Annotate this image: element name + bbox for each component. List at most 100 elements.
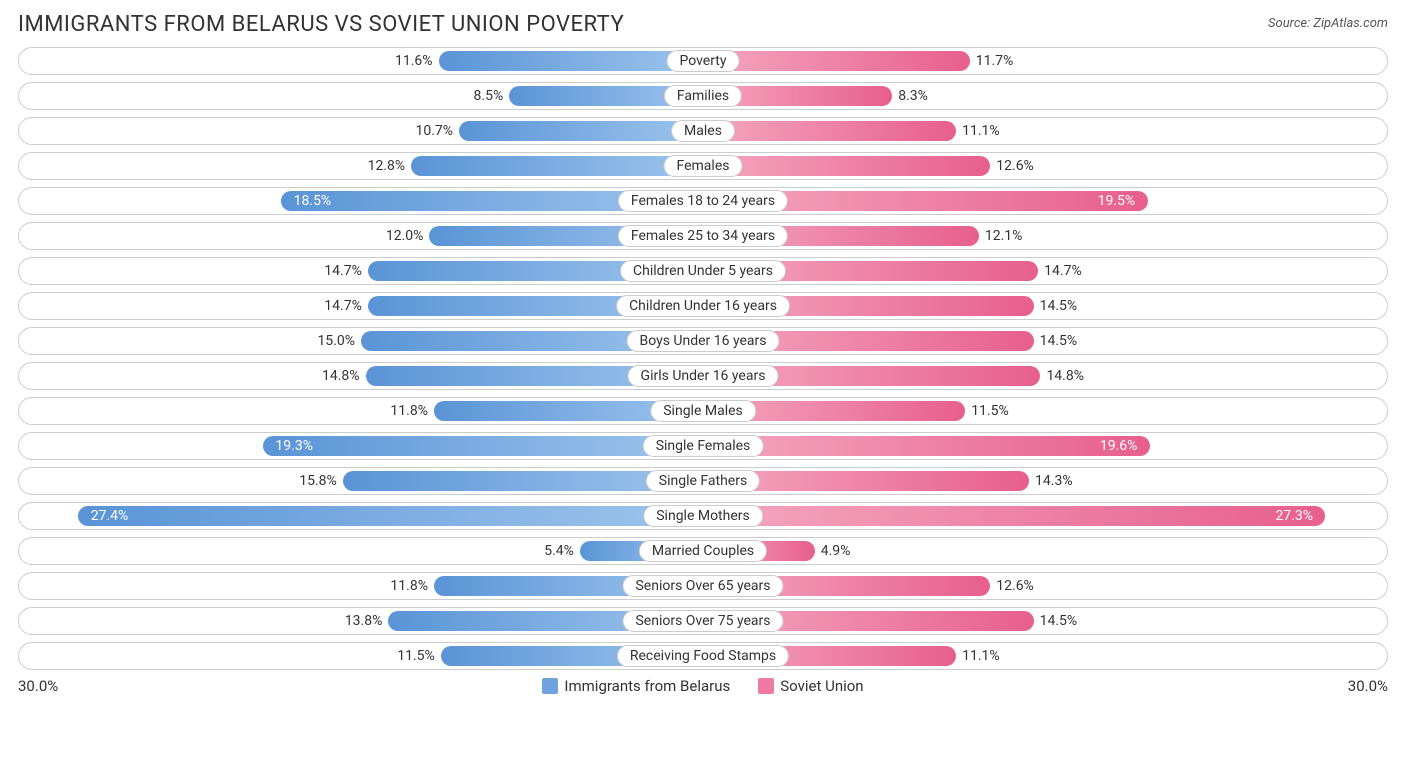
category-label: Children Under 16 years (616, 295, 790, 317)
bar-right (703, 506, 1325, 526)
value-left: 19.3% (275, 438, 313, 454)
legend-label-left: Immigrants from Belarus (564, 677, 730, 695)
bar-left (411, 156, 703, 176)
chart-row: 11.8% 12.6% Seniors Over 65 years (18, 572, 1388, 600)
row-right-side: 11.5% (703, 398, 1387, 424)
category-label: Females (664, 155, 743, 177)
chart-row: 14.8% 14.8% Girls Under 16 years (18, 362, 1388, 390)
value-left: 10.7% (415, 123, 453, 139)
row-left-side: 18.5% (19, 188, 703, 214)
row-left-side: 12.8% (19, 153, 703, 179)
row-left-side: 12.0% (19, 223, 703, 249)
chart-row: 12.8% 12.6% Females (18, 152, 1388, 180)
legend-swatch-left (542, 678, 558, 694)
category-label: Single Males (650, 400, 756, 422)
chart-row: 19.3% 19.6% Single Females (18, 432, 1388, 460)
chart-row: 13.8% 14.5%Seniors Over 75 years (18, 607, 1388, 635)
category-label: Married Couples (639, 540, 767, 562)
value-left: 15.0% (317, 333, 355, 349)
chart-row: 27.4% 27.3%Single Mothers (18, 502, 1388, 530)
axis-left-max: 30.0% (18, 677, 58, 695)
bar-right (703, 156, 990, 176)
bar-left (439, 51, 703, 71)
row-right-side: 4.9% (703, 538, 1387, 564)
row-right-side: 14.8% (703, 363, 1387, 389)
category-label: Boys Under 16 years (626, 330, 779, 352)
value-left: 11.5% (397, 648, 435, 664)
value-right: 12.6% (996, 578, 1034, 594)
category-label: Girls Under 16 years (628, 365, 779, 387)
value-right: 12.6% (996, 158, 1034, 174)
value-right: 11.1% (962, 648, 1000, 664)
legend-item-right: Soviet Union (758, 677, 863, 695)
chart-row: 11.8%11.5%Single Males (18, 397, 1388, 425)
chart-footer: 30.0% Immigrants from Belarus Soviet Uni… (18, 677, 1388, 695)
diverging-bar-chart: 11.6%11.7%Poverty8.5%8.3%Families10.7%11… (18, 47, 1388, 670)
value-left: 8.5% (474, 88, 504, 104)
value-left: 12.0% (386, 228, 424, 244)
category-label: Single Females (643, 435, 764, 457)
row-right-side: 12.1% (703, 223, 1387, 249)
chart-header: IMMIGRANTS FROM BELARUS VS SOVIET UNION … (18, 12, 1388, 37)
value-right: 12.1% (985, 228, 1023, 244)
chart-title: IMMIGRANTS FROM BELARUS VS SOVIET UNION … (18, 12, 624, 37)
value-right: 4.9% (821, 543, 851, 559)
chart-row: 11.6%11.7%Poverty (18, 47, 1388, 75)
chart-row: 15.0%14.5%Boys Under 16 years (18, 327, 1388, 355)
chart-row: 14.7%14.7%Children Under 5 years (18, 257, 1388, 285)
row-left-side: 14.8% (19, 363, 703, 389)
category-label: Seniors Over 75 years (622, 610, 783, 632)
category-label: Single Mothers (643, 505, 763, 527)
row-right-side: 14.5% (703, 608, 1387, 634)
bar-right (703, 436, 1150, 456)
row-right-side: 27.3% (703, 503, 1387, 529)
category-label: Seniors Over 65 years (622, 575, 783, 597)
row-right-side: 14.3% (703, 468, 1387, 494)
value-left: 11.8% (390, 578, 428, 594)
legend-label-right: Soviet Union (780, 677, 863, 695)
value-left: 11.6% (395, 53, 433, 69)
row-left-side: 14.7% (19, 258, 703, 284)
value-right: 14.7% (1044, 263, 1082, 279)
row-left-side: 11.8% (19, 573, 703, 599)
row-left-side: 15.0% (19, 328, 703, 354)
value-left: 14.8% (322, 368, 360, 384)
chart-row: 12.0% 12.1% Females 25 to 34 years (18, 222, 1388, 250)
value-left: 27.4% (91, 508, 129, 524)
row-right-side: 11.7% (703, 48, 1387, 74)
chart-row: 5.4%4.9%Married Couples (18, 537, 1388, 565)
value-left: 13.8% (345, 613, 383, 629)
chart-row: 15.8% 14.3% Single Fathers (18, 467, 1388, 495)
value-right: 14.5% (1040, 298, 1078, 314)
value-right: 8.3% (898, 88, 928, 104)
legend-item-left: Immigrants from Belarus (542, 677, 730, 695)
row-left-side: 19.3% (19, 433, 703, 459)
chart-row: 18.5% 19.5%Females 18 to 24 years (18, 187, 1388, 215)
row-left-side: 11.6% (19, 48, 703, 74)
row-left-side: 27.4% (19, 503, 703, 529)
value-right: 14.3% (1035, 473, 1073, 489)
row-right-side: 8.3% (703, 83, 1387, 109)
chart-row: 14.7%14.5%Children Under 16 years (18, 292, 1388, 320)
value-left: 15.8% (299, 473, 337, 489)
row-left-side: 11.5% (19, 643, 703, 669)
chart-row: 11.5%11.1%Receiving Food Stamps (18, 642, 1388, 670)
row-right-side: 11.1% (703, 118, 1387, 144)
category-label: Single Fathers (646, 470, 760, 492)
row-right-side: 19.5% (703, 188, 1387, 214)
row-left-side: 8.5% (19, 83, 703, 109)
value-right: 14.8% (1046, 368, 1084, 384)
value-right: 11.1% (962, 123, 1000, 139)
category-label: Children Under 5 years (620, 260, 786, 282)
category-label: Females 18 to 24 years (618, 190, 788, 212)
row-right-side: 12.6% (703, 573, 1387, 599)
value-right: 11.5% (971, 403, 1009, 419)
value-left: 18.5% (294, 193, 332, 209)
category-label: Males (671, 120, 735, 142)
category-label: Families (664, 85, 742, 107)
category-label: Females 25 to 34 years (618, 225, 788, 247)
row-right-side: 12.6% (703, 153, 1387, 179)
legend-swatch-right (758, 678, 774, 694)
value-right: 19.6% (1100, 438, 1138, 454)
bar-left (78, 506, 703, 526)
